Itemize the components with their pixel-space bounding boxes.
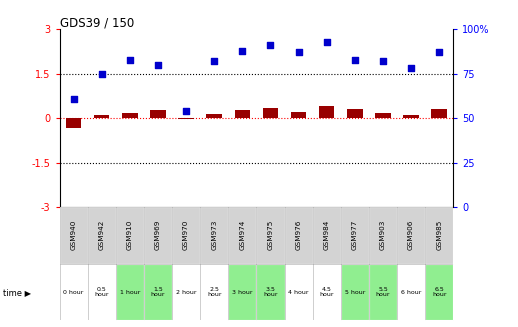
Point [238,48,247,53]
Text: 6.5
hour: 6.5 hour [432,287,447,298]
Bar [122,113,138,118]
Bar [313,207,341,264]
Bar [425,264,453,320]
Point [182,109,190,114]
Bar [341,264,369,320]
Text: GSM910: GSM910 [127,220,133,250]
Bar [284,264,313,320]
Bar [397,264,425,320]
Bar [369,207,397,264]
Text: GSM906: GSM906 [408,220,414,250]
Bar [60,207,88,264]
Text: 4 hour: 4 hour [289,290,309,295]
Bar [397,207,425,264]
Bar [60,264,88,320]
Bar [256,264,284,320]
Bar [341,207,369,264]
Text: 3.5
hour: 3.5 hour [263,287,278,298]
Text: time ▶: time ▶ [3,287,31,297]
Bar [200,264,228,320]
Bar [263,108,278,118]
Text: GSM976: GSM976 [296,220,301,250]
Text: 3 hour: 3 hour [232,290,253,295]
Bar [375,113,391,118]
Bar [144,264,172,320]
Text: 5 hour: 5 hour [344,290,365,295]
Bar [425,207,453,264]
Point [210,59,219,64]
Point [435,50,443,55]
Text: GSM970: GSM970 [183,220,189,250]
Bar [313,264,341,320]
Text: GSM985: GSM985 [436,220,442,250]
Point [379,59,387,64]
Bar [228,264,256,320]
Point [407,66,415,71]
Bar [172,264,200,320]
Bar [150,110,166,118]
Bar [235,110,250,118]
Bar [207,114,222,118]
Text: 6 hour: 6 hour [401,290,421,295]
Bar [228,207,256,264]
Bar [404,114,419,118]
Bar [88,207,116,264]
Bar [291,112,306,118]
Bar [431,109,447,118]
Bar [319,106,335,118]
Point [323,39,331,44]
Text: GSM969: GSM969 [155,220,161,250]
Bar [256,207,284,264]
Text: GSM973: GSM973 [211,220,217,250]
Text: GSM942: GSM942 [99,220,105,250]
Text: GSM903: GSM903 [380,220,386,250]
Text: 2.5
hour: 2.5 hour [207,287,222,298]
Text: 1.5
hour: 1.5 hour [151,287,165,298]
Text: GDS39 / 150: GDS39 / 150 [60,16,134,29]
Text: GSM977: GSM977 [352,220,358,250]
Bar [172,207,200,264]
Text: GSM940: GSM940 [70,220,77,250]
Bar [200,207,228,264]
Bar [178,118,194,119]
Text: 2 hour: 2 hour [176,290,196,295]
Bar [144,207,172,264]
Point [154,62,162,68]
Bar [66,118,81,128]
Point [97,71,106,77]
Bar [284,207,313,264]
Point [351,57,359,62]
Point [266,43,275,48]
Point [126,57,134,62]
Text: 5.5
hour: 5.5 hour [376,287,390,298]
Point [294,50,303,55]
Bar [116,264,144,320]
Bar [347,109,363,118]
Bar [369,264,397,320]
Text: 0 hour: 0 hour [63,290,84,295]
Text: 1 hour: 1 hour [120,290,140,295]
Bar [116,207,144,264]
Text: GSM974: GSM974 [239,220,246,250]
Text: GSM975: GSM975 [267,220,274,250]
Text: 0.5
hour: 0.5 hour [94,287,109,298]
Bar [88,264,116,320]
Text: GSM984: GSM984 [324,220,330,250]
Point [69,96,78,101]
Text: 4.5
hour: 4.5 hour [320,287,334,298]
Bar [94,114,109,118]
